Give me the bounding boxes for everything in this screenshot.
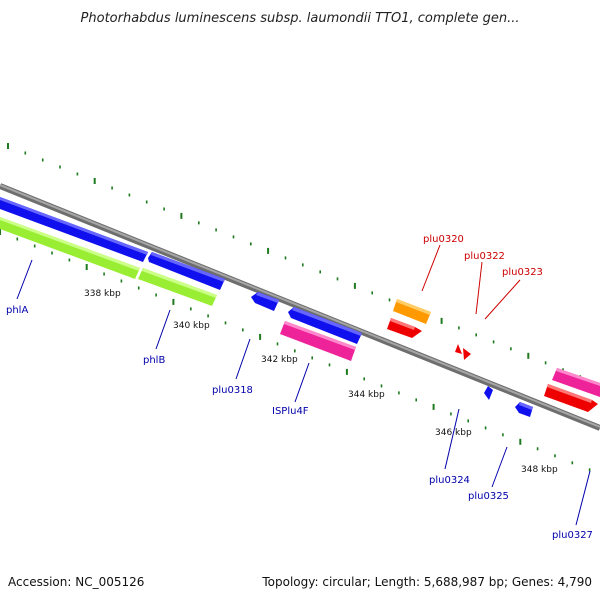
scale-label-338: 338 kbp [84,289,121,299]
gene-label-plu0322[interactable]: plu0322 [464,251,505,262]
genome-backbone [0,183,600,431]
lower-label-leaders [16,259,591,526]
upper-label-leaders [421,244,521,320]
scale-label-344: 344 kbp [348,390,385,400]
gene-plu0325[interactable] [515,402,533,417]
gene-plu0318[interactable] [251,292,279,311]
gene-phlb-green[interactable] [138,268,217,306]
gene-label-plu0323[interactable]: plu0323 [502,267,543,278]
gene-plu0324[interactable] [484,386,493,400]
gene-plu0326-pink[interactable] [552,368,600,397]
gene-plu0322[interactable] [455,344,471,360]
gene-plu0319[interactable] [288,307,362,344]
gene-label-plu0318[interactable]: plu0318 [212,385,253,396]
gene-label-isplu4f[interactable]: ISPlu4F [272,406,309,417]
gene-features [0,197,600,417]
gene-label-plu0325[interactable]: plu0325 [468,491,509,502]
accession-text: Accession: NC_005126 [8,575,144,589]
inner-tick-track [0,229,591,472]
gene-label-phla[interactable]: phlA [6,305,28,316]
gene-phla-blue[interactable] [0,197,148,262]
topology-summary-text: Topology: circular; Length: 5,688,987 bp… [261,575,592,589]
map-title: Photorhabdus luminescens subsp. laumondi… [81,11,520,26]
scale-label-340: 340 kbp [173,321,210,331]
gene-label-plu0320[interactable]: plu0320 [423,234,464,245]
gene-isplu4f[interactable] [280,321,356,361]
scale-label-342: 342 kbp [261,355,298,365]
lower-gene-labels: phlA phlB plu0318 ISPlu4F plu0324 plu032… [6,305,593,541]
scale-label-348: 348 kbp [521,465,558,475]
upper-gene-labels: plu0320 plu0322 plu0323 [423,234,543,278]
gene-plu0320[interactable] [393,299,431,324]
gene-label-plu0327[interactable]: plu0327 [552,530,593,541]
gene-phla-green[interactable] [0,217,140,279]
gene-label-plu0324[interactable]: plu0324 [429,475,470,486]
gene-plu0326-red[interactable] [544,384,598,412]
gene-plu0321[interactable] [387,318,422,338]
gene-label-phlb[interactable]: phlB [143,355,165,366]
gene-phlb-blue[interactable] [148,252,225,290]
